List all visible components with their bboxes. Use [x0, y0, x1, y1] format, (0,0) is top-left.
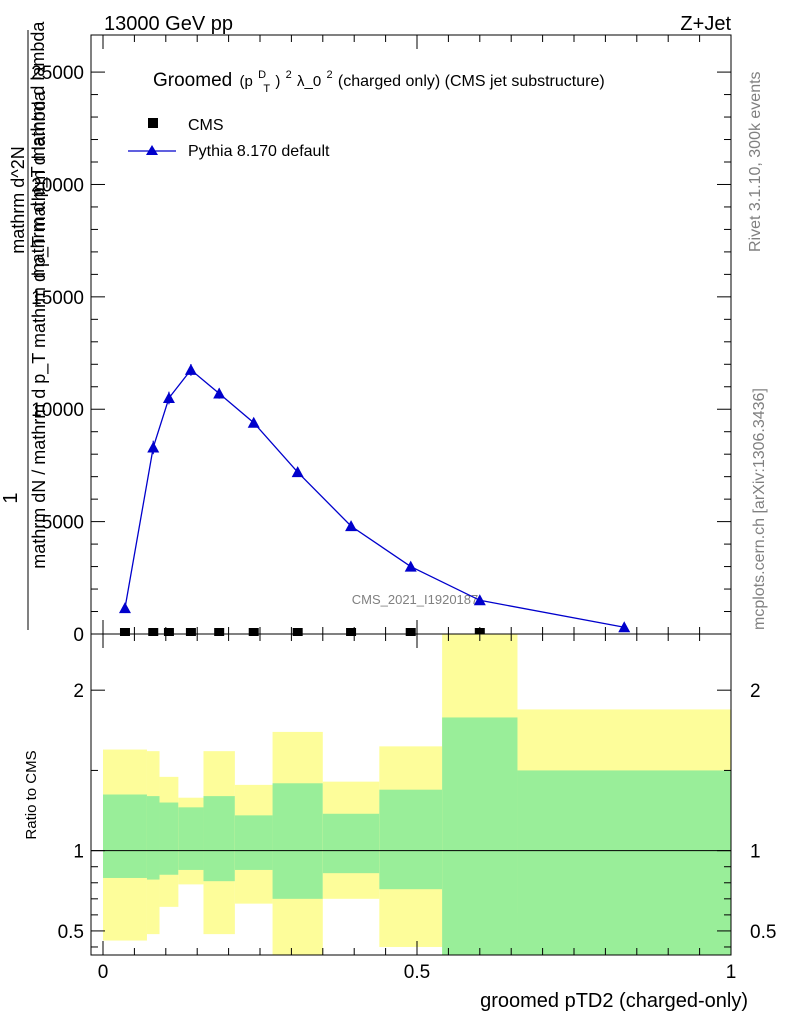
legend-data-marker: [148, 118, 158, 128]
header-left: 13000 GeV pp: [104, 13, 233, 35]
main-ytick-label: 5000: [42, 513, 84, 534]
mc-point: [162, 391, 175, 403]
ratio-band-inner: [103, 794, 147, 878]
ratio-band-inner: [178, 807, 204, 870]
mc-point: [213, 387, 226, 399]
data-point: [292, 628, 303, 636]
data-point: [248, 628, 259, 636]
ylabel-extra-bottom: mathrm d p_T mathrm d lambda: [28, 21, 49, 279]
ratio-ytick-label: 2: [73, 681, 84, 702]
ratio-band-inner: [146, 796, 160, 880]
ratio-xtick-label: 0: [98, 962, 109, 983]
ratio-bands: [103, 634, 731, 955]
legend-data-label: CMS: [188, 117, 224, 134]
data-series: [119, 628, 485, 636]
ratio-y-label: Ratio to CMS: [23, 750, 40, 839]
ratio-band-inner: [379, 789, 443, 890]
ratio-band-inner: [322, 813, 380, 874]
mc-point: [618, 621, 631, 633]
mc-point: [147, 441, 160, 453]
mcplots-label: mcplots.cern.ch [arXiv:1306.3436]: [751, 388, 768, 630]
mc-point: [118, 602, 131, 614]
ratio-ytick-label-right: 2: [750, 681, 761, 702]
ylabel-extra-top: mathrm d^2N: [8, 146, 28, 253]
mc-point: [291, 466, 304, 478]
legend: CMS Pythia 8.170 default: [128, 117, 330, 160]
main-ytick-label: 20000: [31, 175, 84, 196]
ratio-xtick-label: 0.5: [404, 962, 430, 983]
data-point: [185, 628, 196, 636]
ratio-ytick-label: 0.5: [58, 922, 84, 943]
mc-line: [124, 368, 625, 628]
data-point: [148, 628, 159, 636]
mc-point: [404, 560, 417, 572]
watermark: CMS_2021_I1920187: [352, 592, 479, 607]
main-ytick-label: 15000: [31, 288, 84, 309]
ratio-panel-frame: [90, 633, 732, 956]
data-point: [214, 628, 225, 636]
data-point: [163, 628, 174, 636]
ratio-xtick-label: 1: [726, 962, 737, 983]
main-ytick-label: 10000: [31, 400, 84, 421]
main-y-label: 1 mathrm dN / mathrm d p_T mathrm d p_T …: [0, 21, 50, 630]
mc-point: [473, 594, 486, 606]
title-main: Groomed: [153, 70, 232, 91]
ratio-band-inner: [234, 815, 273, 870]
mc-series: [118, 363, 631, 633]
mc-point: [184, 363, 197, 375]
mc-point: [345, 520, 358, 532]
chart-title: Groomed (p D T ) 2 λ_0 2 (charged only) …: [153, 62, 605, 97]
mc-point: [247, 416, 260, 428]
data-point: [474, 628, 485, 636]
main-y-axis: 0 5000 10000 15000 20000 25000: [31, 63, 731, 646]
ratio-band-inner: [203, 796, 235, 882]
ratio-band-inner: [159, 802, 179, 875]
header-right: Z+Jet: [680, 13, 731, 35]
main-panel-frame: [90, 34, 732, 635]
rivet-label: Rivet 3.1.10, 300k events: [747, 71, 764, 252]
x-axis-label: groomed pTD2 (charged-only): [480, 990, 748, 1012]
main-ytick-label: 25000: [31, 63, 84, 84]
ratio-ytick-label-right: 0.5: [750, 922, 776, 943]
ratio-ytick-label: 1: [73, 842, 84, 863]
data-point: [405, 628, 416, 636]
svg-text:Groomed (p D: Groomed (p D T ) 2 λ_0 2 (charged only) …: [153, 62, 605, 97]
data-point: [346, 628, 357, 636]
ylabel-num: 1: [0, 492, 22, 503]
legend-mc-marker: [146, 145, 158, 155]
ratio-band-inner: [517, 770, 731, 955]
data-point: [119, 628, 130, 636]
ratio-ytick-label-right: 1: [750, 842, 761, 863]
main-ytick-label: 0: [73, 625, 84, 646]
ratio-band-inner: [272, 783, 323, 899]
ratio-x-axis: 0 0.5 1: [98, 634, 737, 983]
ratio-y-axis: 0.5 0.5 1 1 2 2: [58, 681, 776, 948]
ratio-band-inner: [442, 717, 518, 955]
legend-mc-label: Pythia 8.170 default: [188, 143, 330, 160]
ylabel-den: mathrm dN / mathrm d p_T mathrm d p_T ma…: [29, 90, 50, 568]
